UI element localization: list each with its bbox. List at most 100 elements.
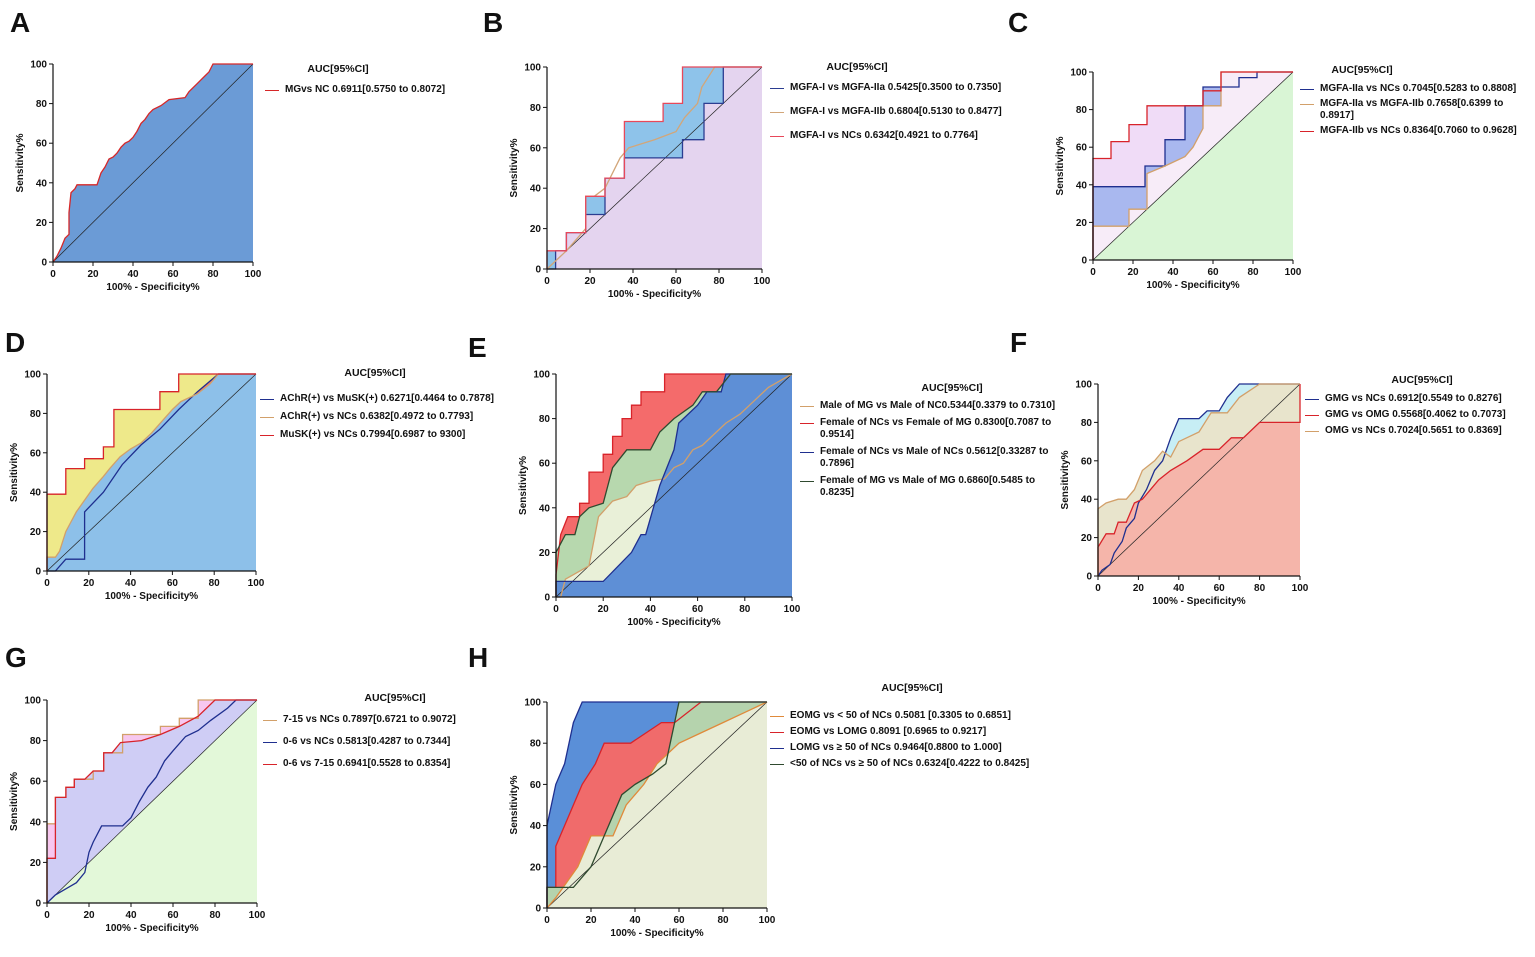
roc-curve-4 bbox=[546, 701, 767, 908]
legend-entry: MGFA-IIb vs NCs 0.8364[0.7060 to 0.9628] bbox=[1320, 125, 1517, 136]
legend-entry: OMG vs NCs 0.7024[0.5651 to 0.8369] bbox=[1325, 425, 1502, 436]
legend-swatch bbox=[1305, 431, 1319, 432]
reference-diagonal bbox=[52, 63, 254, 263]
y-tick-label: 40 bbox=[539, 503, 551, 514]
legend-item: AChR(+) vs MuSK(+) 0.6271[0.4464 to 0.78… bbox=[260, 393, 522, 405]
roc-curve-1 bbox=[52, 63, 253, 263]
x-axis-label: 100% - Specificity% bbox=[1152, 596, 1245, 607]
y-tick-label: 100 bbox=[1075, 380, 1092, 391]
x-tick-label: 20 bbox=[598, 604, 610, 615]
y-tick-label: 0 bbox=[41, 258, 47, 269]
legend-box: EOMG vs < 50 of NCs 0.5081 [0.3305 to 0.… bbox=[770, 710, 1070, 770]
reference-diagonal bbox=[46, 373, 257, 572]
x-tick-label: 40 bbox=[627, 276, 639, 287]
x-tick-label: 20 bbox=[1127, 267, 1139, 278]
panel-F: F 00 20 20 40 40 60 60 80 80 100 100 100% - Specific… bbox=[1010, 327, 1506, 607]
x-tick-label: 0 bbox=[1095, 583, 1101, 594]
x-tick-label: 20 bbox=[1133, 583, 1145, 594]
legend-box: AChR(+) vs MuSK(+) 0.6271[0.4464 to 0.78… bbox=[260, 393, 522, 441]
legend-item: MuSK(+) vs NCs 0.7994[0.6987 to 9300] bbox=[260, 429, 522, 441]
x-tick-label: 0 bbox=[544, 276, 550, 287]
legend-swatch bbox=[1305, 415, 1319, 416]
legend-title: AUC[95%CI] bbox=[921, 382, 982, 394]
x-axis-label: 100% - Specificity% bbox=[105, 591, 198, 602]
x-tick-label: 80 bbox=[207, 269, 219, 280]
x-tick-label: 80 bbox=[1254, 583, 1266, 594]
legend-entry: AChR(+) vs NCs 0.6382[0.4972 to 0.7793] bbox=[280, 411, 474, 422]
y-tick-label: 0 bbox=[35, 567, 41, 578]
panel-label: H bbox=[468, 642, 488, 673]
legend-box: MGFA-I vs MGFA-IIa 0.5425[0.3500 to 0.73… bbox=[770, 82, 1060, 142]
legend: MGFA-IIa vs NCs 0.7045[0.5283 to 0.8808]… bbox=[1300, 83, 1533, 137]
panel-H: H 00 20 20 40 40 60 60 80 80 100 100 100% - Specific… bbox=[468, 642, 1070, 939]
legend-entry: EOMG vs < 50 of NCs 0.5081 [0.3305 to 0.… bbox=[790, 710, 1011, 721]
y-tick-label: 60 bbox=[530, 780, 542, 791]
x-tick-label: 40 bbox=[125, 578, 137, 589]
y-tick-label: 80 bbox=[530, 739, 542, 750]
legend-title: AUC[95%CI] bbox=[364, 692, 425, 704]
x-tick-label: 20 bbox=[83, 578, 95, 589]
panel-C: C 00 20 20 40 40 60 60 80 80 100 100 100% - Specific… bbox=[1008, 7, 1533, 291]
legend-swatch bbox=[770, 112, 784, 113]
legend-item: MGFA-IIb vs NCs 0.8364[0.7060 to 0.9628] bbox=[1300, 125, 1533, 137]
x-tick-label: 60 bbox=[1214, 583, 1226, 594]
legend-entry: AChR(+) vs MuSK(+) 0.6271[0.4464 to 0.78… bbox=[280, 393, 494, 404]
x-tick-label: 60 bbox=[167, 910, 179, 921]
legend-item: MGFA-I vs MGFA-IIa 0.5425[0.3500 to 0.73… bbox=[770, 82, 1060, 94]
legend-swatch bbox=[770, 748, 784, 749]
legend-swatch bbox=[800, 423, 814, 424]
legend-swatch bbox=[1300, 89, 1314, 90]
roc-curve-2 bbox=[555, 373, 792, 597]
x-tick-label: 100 bbox=[784, 604, 801, 615]
reference-diagonal bbox=[555, 373, 793, 598]
legend-title: AUC[95%CI] bbox=[344, 367, 405, 379]
legend-swatch bbox=[770, 764, 784, 765]
legend-entry: MuSK(+) vs NCs 0.7994[0.6987 to 9300] bbox=[280, 429, 466, 440]
y-tick-label: 80 bbox=[1081, 418, 1093, 429]
x-tick-label: 100 bbox=[249, 910, 266, 921]
panel-D: D 00 20 20 40 40 60 60 80 80 100 100 100% - Specific… bbox=[5, 327, 522, 602]
legend: MGvs NC 0.6911[0.5750 to 0.8072] bbox=[265, 84, 445, 95]
x-tick-label: 20 bbox=[585, 915, 597, 926]
legend-item: AChR(+) vs NCs 0.6382[0.4972 to 0.7793] bbox=[260, 411, 522, 423]
legend-title: AUC[95%CI] bbox=[1331, 64, 1392, 76]
roc-curve-1 bbox=[556, 373, 793, 598]
y-tick-label: 100 bbox=[24, 696, 41, 707]
roc-curve-1 bbox=[47, 373, 256, 572]
x-tick-label: 100 bbox=[759, 915, 776, 926]
x-tick-label: 20 bbox=[584, 276, 596, 287]
legend-entry: MGFA-I vs MGFA-IIa 0.5425[0.3500 to 0.73… bbox=[790, 82, 1002, 93]
x-tick-label: 60 bbox=[670, 276, 682, 287]
x-tick-label: 60 bbox=[673, 915, 685, 926]
y-tick-label: 40 bbox=[530, 184, 542, 195]
legend-item: EOMG vs < 50 of NCs 0.5081 [0.3305 to 0.… bbox=[770, 710, 1070, 722]
legend-item: MGFA-I vs MGFA-IIb 0.6804[0.5130 to 0.84… bbox=[770, 106, 1060, 118]
y-tick-label: 40 bbox=[530, 821, 542, 832]
legend-swatch bbox=[1305, 399, 1319, 400]
legend-swatch bbox=[1300, 131, 1314, 132]
legend-swatch bbox=[265, 90, 279, 91]
legend-entry: GMG vs OMG 0.5568[0.4062 to 0.7073] bbox=[1325, 409, 1506, 420]
y-tick-label: 20 bbox=[1081, 533, 1093, 544]
y-axis-label: Sensitivity% bbox=[518, 456, 529, 515]
y-tick-label: 0 bbox=[1081, 256, 1087, 267]
legend-entry: Male of MG vs Male of NC0.5344[0.3379 to… bbox=[820, 400, 1056, 411]
legend-item: 7-15 vs NCs 0.7897[0.6721 to 0.9072] bbox=[263, 714, 513, 726]
x-tick-label: 80 bbox=[209, 910, 221, 921]
x-axis-label: 100% - Specificity% bbox=[608, 289, 701, 300]
panel-label: B bbox=[483, 7, 503, 38]
x-tick-label: 0 bbox=[50, 269, 56, 280]
legend-title: AUC[95%CI] bbox=[1391, 374, 1452, 386]
panel-G: G 00 20 20 40 40 60 60 80 80 100 100 100% - Specific… bbox=[5, 642, 513, 934]
roc-curve-2 bbox=[46, 699, 257, 904]
legend-swatch bbox=[800, 452, 814, 453]
y-tick-label: 100 bbox=[1070, 68, 1087, 79]
legend: GMG vs NCs 0.6912[0.5549 to 0.8276] GMG v… bbox=[1305, 393, 1506, 436]
y-tick-label: 100 bbox=[24, 370, 41, 381]
legend-swatch bbox=[263, 764, 277, 765]
legend-swatch bbox=[770, 716, 784, 717]
x-tick-label: 60 bbox=[1207, 267, 1219, 278]
x-tick-label: 20 bbox=[87, 269, 99, 280]
y-tick-label: 100 bbox=[30, 60, 47, 71]
y-axis-label: Sensitivity% bbox=[509, 775, 520, 834]
